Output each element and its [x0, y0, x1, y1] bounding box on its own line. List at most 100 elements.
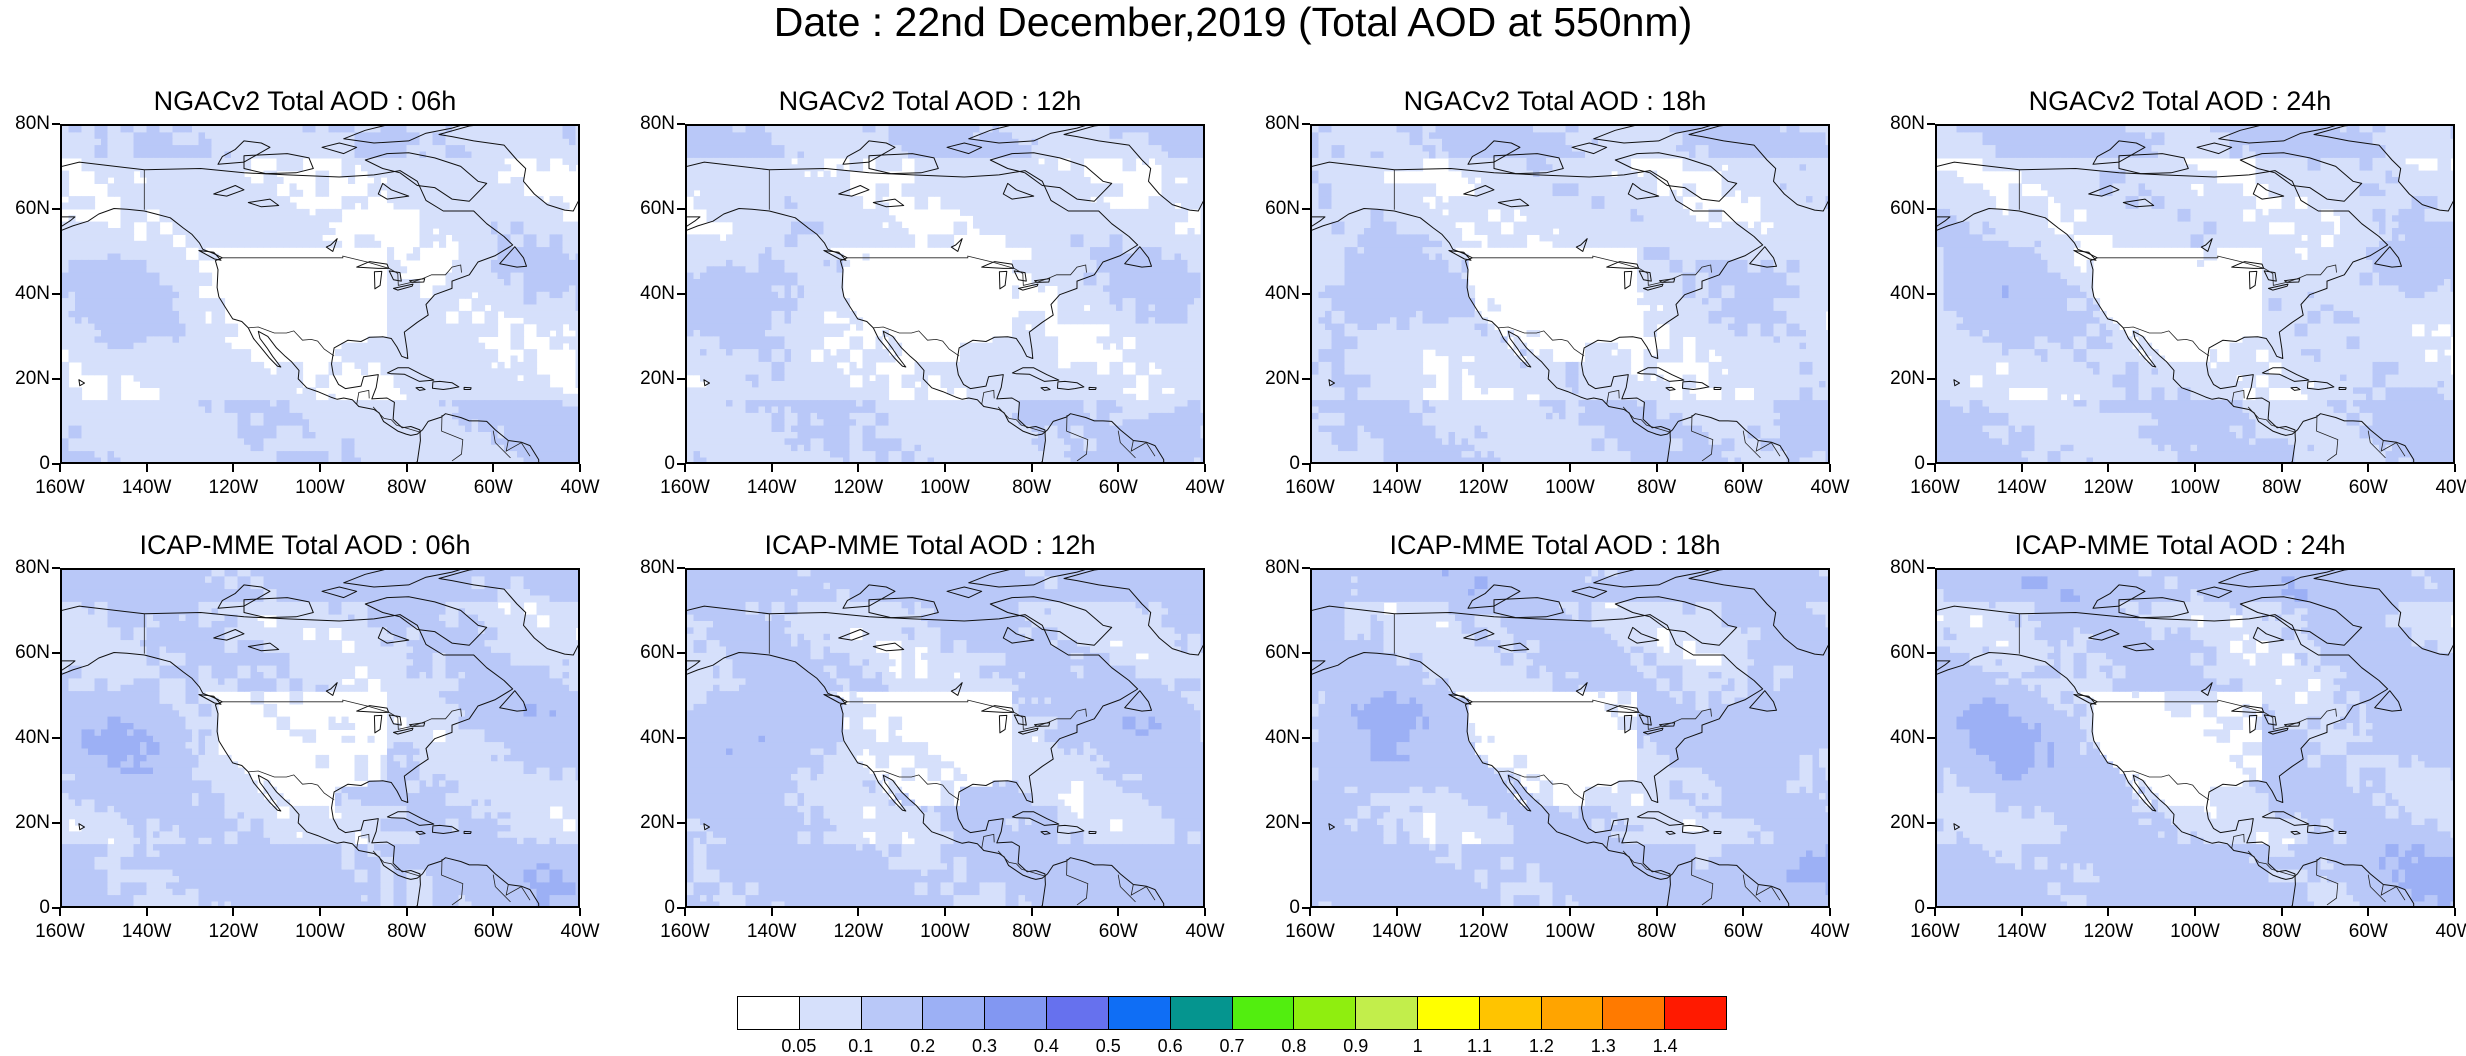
aod-field-svg: [1312, 126, 1828, 462]
longitude-label: 40W: [1170, 477, 1240, 499]
colorbar-swatch: [1047, 997, 1109, 1029]
colorbar-label: 0.2: [893, 1036, 953, 1056]
latitude-tick: [677, 208, 685, 210]
latitude-label: 80N: [0, 557, 50, 579]
coastlines: [62, 570, 578, 906]
longitude-tick: [1482, 464, 1485, 472]
coastlines: [62, 126, 578, 462]
longitude-tick: [579, 908, 581, 916]
latitude-tick: [677, 907, 685, 909]
latitude-label: 20N: [1250, 368, 1300, 390]
colorbar-label: 0.1: [831, 1036, 891, 1056]
aod-map: [60, 568, 580, 908]
latitude-tick: [1927, 123, 1935, 125]
aod-shading: [1937, 126, 2453, 462]
longitude-label: 160W: [1275, 921, 1345, 943]
colorbar-swatch: [1294, 997, 1357, 1029]
aod-field-svg: [687, 570, 1203, 906]
longitude-label: 40W: [1795, 921, 1865, 943]
colorbar-swatch: [1603, 997, 1666, 1029]
longitude-tick: [2367, 908, 2370, 916]
latitude-tick: [1927, 737, 1935, 739]
latitude-label: 80N: [1875, 557, 1925, 579]
longitude-tick: [2020, 464, 2023, 472]
aod-shading: [1312, 126, 1828, 462]
longitude-label: 160W: [25, 921, 95, 943]
longitude-label: 80W: [1622, 477, 1692, 499]
longitude-label: 160W: [25, 477, 95, 499]
longitude-label: 140W: [1987, 477, 2057, 499]
latitude-tick: [1927, 652, 1935, 654]
longitude-tick: [1395, 908, 1398, 916]
coastlines: [687, 126, 1203, 462]
longitude-label: 40W: [1170, 921, 1240, 943]
aod-shading: [62, 570, 578, 906]
panel-title: ICAP-MME Total AOD : 24h: [1875, 528, 2466, 562]
latitude-tick: [1302, 567, 1310, 569]
aod-shading: [1937, 570, 2453, 906]
longitude-label: 60W: [1708, 921, 1778, 943]
longitude-tick: [492, 908, 495, 916]
latitude-label: 40N: [0, 727, 50, 749]
latitude-label: 40N: [625, 727, 675, 749]
longitude-label: 120W: [1448, 477, 1518, 499]
latitude-tick: [677, 737, 685, 739]
longitude-tick: [2454, 908, 2456, 916]
longitude-label: 160W: [1900, 477, 1970, 499]
latitude-tick: [52, 463, 60, 465]
latitude-label: 60N: [1875, 198, 1925, 220]
latitude-label: 20N: [625, 368, 675, 390]
longitude-tick: [684, 464, 686, 472]
colorbar-label: 0.4: [1016, 1036, 1076, 1056]
latitude-label: 40N: [1250, 727, 1300, 749]
latitude-label: 40N: [1875, 283, 1925, 305]
latitude-label: 0: [0, 897, 50, 919]
latitude-label: 60N: [0, 642, 50, 664]
latitude-tick: [1302, 208, 1310, 210]
longitude-label: 80W: [2247, 477, 2317, 499]
latitude-tick: [52, 737, 60, 739]
longitude-label: 100W: [910, 477, 980, 499]
aod-map: [1935, 124, 2455, 464]
latitude-tick: [1302, 378, 1310, 380]
longitude-label: 60W: [2333, 477, 2403, 499]
latitude-label: 20N: [1875, 812, 1925, 834]
longitude-tick: [1742, 464, 1745, 472]
latitude-tick: [1927, 567, 1935, 569]
panel-title: ICAP-MME Total AOD : 18h: [1250, 528, 1860, 562]
longitude-tick: [684, 908, 686, 916]
latitude-label: 80N: [1250, 557, 1300, 579]
longitude-label: 100W: [1535, 477, 1605, 499]
colorbar-label: 0.3: [955, 1036, 1015, 1056]
longitude-tick: [1117, 464, 1120, 472]
colorbar-label: 0.9: [1326, 1036, 1386, 1056]
latitude-tick: [677, 652, 685, 654]
latitude-label: 20N: [0, 812, 50, 834]
longitude-label: 100W: [910, 921, 980, 943]
longitude-tick: [1030, 464, 1033, 472]
coastlines: [687, 570, 1203, 906]
panel-title: NGACv2 Total AOD : 12h: [625, 84, 1235, 118]
aod-field-svg: [62, 570, 578, 906]
longitude-label: 100W: [2160, 477, 2230, 499]
latitude-label: 60N: [1875, 642, 1925, 664]
colorbar-swatch: [1479, 997, 1542, 1029]
coastlines: [1937, 570, 2453, 906]
colorbar-swatch: [1232, 997, 1295, 1029]
longitude-tick: [1395, 464, 1398, 472]
longitude-tick: [1655, 908, 1658, 916]
longitude-label: 120W: [2073, 921, 2143, 943]
longitude-tick: [1204, 464, 1206, 472]
longitude-tick: [405, 908, 408, 916]
latitude-tick: [677, 567, 685, 569]
latitude-label: 80N: [0, 113, 50, 135]
colorbar-label: 0.8: [1264, 1036, 1324, 1056]
aod-map: [60, 124, 580, 464]
latitude-label: 0: [1250, 897, 1300, 919]
longitude-label: 80W: [372, 921, 442, 943]
longitude-label: 160W: [650, 921, 720, 943]
longitude-tick: [1655, 464, 1658, 472]
latitude-tick: [1302, 822, 1310, 824]
latitude-label: 60N: [625, 642, 675, 664]
colorbar-label: 1.1: [1450, 1036, 1510, 1056]
